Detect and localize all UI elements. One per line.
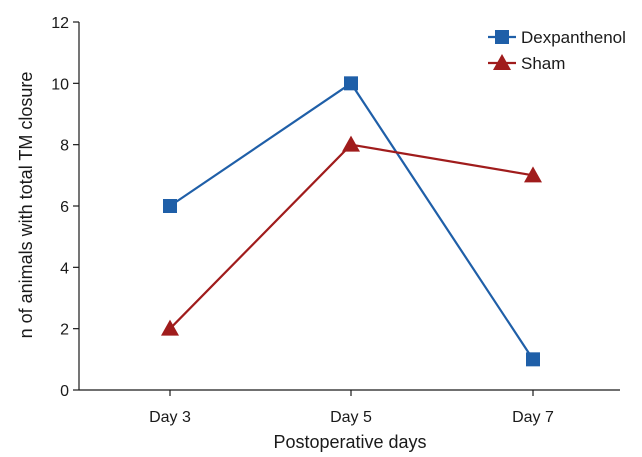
legend-label: Sham <box>521 54 565 73</box>
series-line <box>169 81 534 360</box>
y-tick-label: 4 <box>60 260 69 277</box>
legend-marker <box>495 30 509 44</box>
x-axis: Day 3 Day 5 Day 7 <box>79 389 620 426</box>
series-dexpanthenol <box>163 76 540 367</box>
x-tick-label: Day 5 <box>330 409 372 426</box>
y-axis-title: n of animals with total TM closure <box>16 72 36 339</box>
data-point <box>161 319 179 336</box>
data-point <box>342 135 360 152</box>
x-tick-label: Day 7 <box>512 409 554 426</box>
y-tick-label: 8 <box>60 138 69 155</box>
data-point <box>524 166 542 183</box>
y-tick-label: 12 <box>51 15 69 32</box>
data-point <box>526 352 540 367</box>
x-axis-title: Postoperative days <box>273 432 426 452</box>
plot-series <box>161 76 542 367</box>
series-line <box>169 143 534 330</box>
y-tick-label: 0 <box>60 383 69 400</box>
legend-label: Dexpanthenol <box>521 28 626 47</box>
y-tick-label: 10 <box>51 76 69 93</box>
y-tick-label: 6 <box>60 199 69 216</box>
legend: Dexpanthenol Sham <box>488 28 626 73</box>
y-tick-label: 2 <box>60 322 69 339</box>
x-tick-label: Day 3 <box>149 409 191 426</box>
legend-item: Sham <box>488 54 565 73</box>
data-point <box>163 199 177 213</box>
series-sham <box>161 135 542 336</box>
legend-item: Dexpanthenol <box>488 28 626 47</box>
data-point <box>344 76 358 91</box>
y-axis: 0 2 4 6 8 10 12 <box>51 15 80 400</box>
legend-marker <box>493 54 511 70</box>
